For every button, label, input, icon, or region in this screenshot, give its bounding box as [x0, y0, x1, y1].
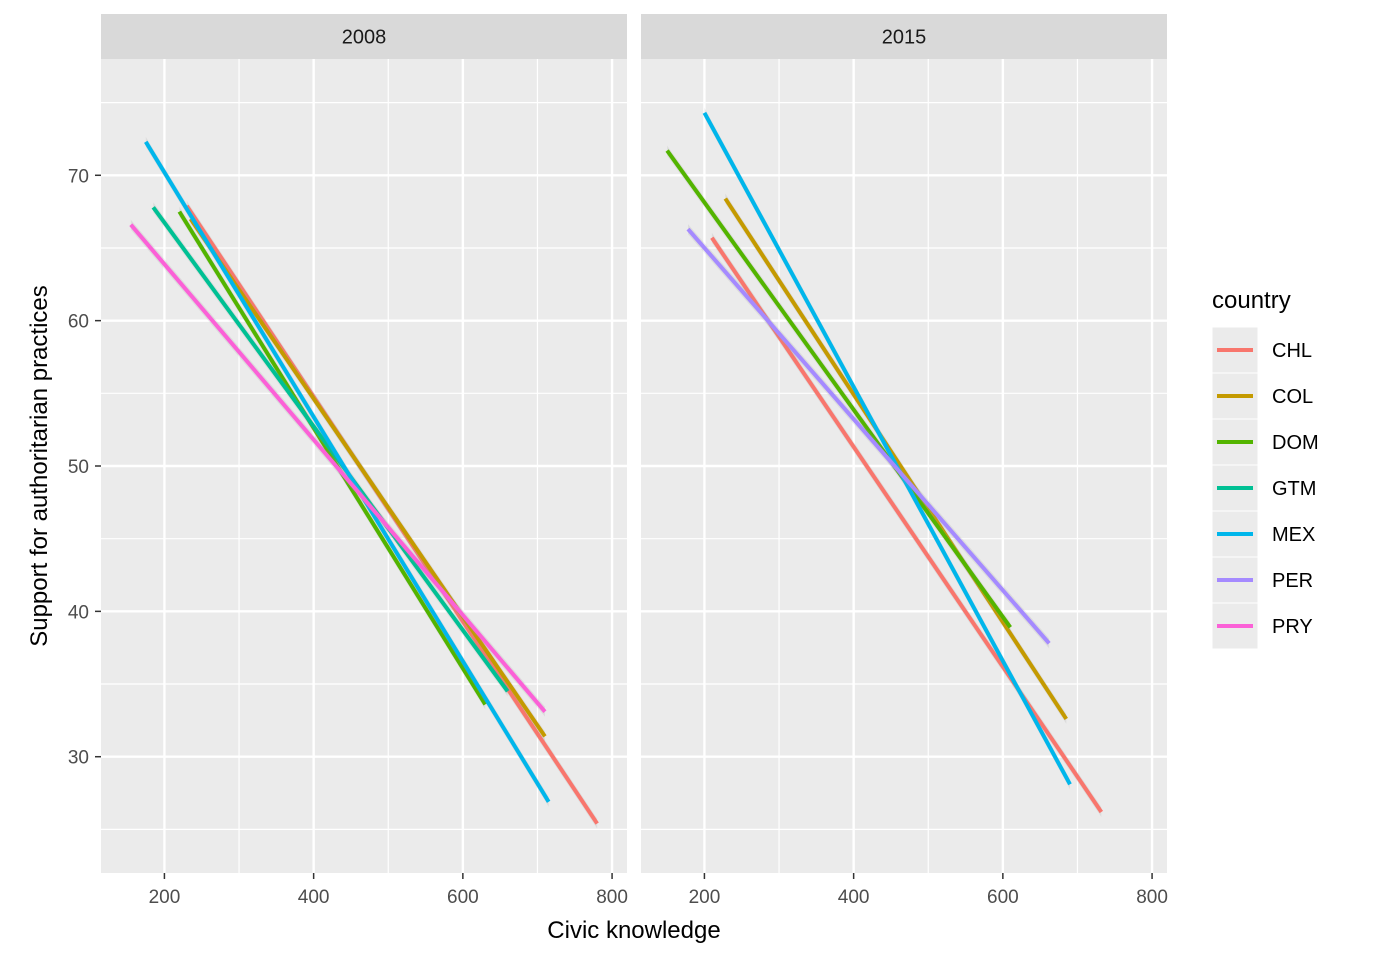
legend-item-col: COL — [1211, 372, 1313, 420]
y-tick-label: 60 — [68, 312, 89, 333]
y-tick-label: 70 — [68, 166, 89, 187]
x-tick-label: 800 — [596, 887, 628, 908]
facet-strip-label: 2008 — [342, 27, 387, 49]
legend-label: CHL — [1272, 340, 1312, 362]
legend-item-gtm: GTM — [1211, 464, 1316, 512]
y-tick-label: 50 — [68, 457, 89, 478]
legend-label: COL — [1272, 386, 1313, 408]
y-axis-title: Support for authoritarian practices — [26, 285, 53, 647]
series-line-per — [686, 227, 1051, 645]
legend-item-chl: CHL — [1211, 326, 1312, 374]
series-line-col — [188, 217, 547, 738]
x-axis-title: Civic knowledge — [547, 917, 720, 944]
x-tick-label: 800 — [1136, 887, 1168, 908]
series-line-dom — [177, 210, 487, 706]
facet-strip — [641, 14, 1167, 59]
panel-2008: 2008 200 400 600 800 30 40 50 60 70 — [68, 14, 628, 908]
series-line-mex — [144, 140, 551, 803]
facet-strip — [101, 14, 627, 59]
legend-label: MEX — [1272, 524, 1315, 546]
legend-label: GTM — [1272, 478, 1316, 500]
panel-2015: 2015 200 400 600 800 — [641, 14, 1168, 908]
x-tick-label: 200 — [689, 887, 721, 908]
y-tick-label: 40 — [68, 602, 89, 623]
legend-item-dom: DOM — [1211, 418, 1319, 466]
legend-label: DOM — [1272, 432, 1319, 454]
legend: country CHL COL DOM GTM MEX PER PRY — [1211, 287, 1319, 650]
legend-item-per: PER — [1211, 556, 1313, 604]
legend-item-mex: MEX — [1211, 510, 1315, 558]
legend-label: PRY — [1272, 616, 1313, 638]
series-line-col — [723, 197, 1068, 721]
legend-item-pry: PRY — [1211, 602, 1313, 650]
y-tick-label: 30 — [68, 748, 89, 769]
x-tick-label: 600 — [447, 887, 479, 908]
series-line-dom — [665, 149, 1012, 629]
x-tick-label: 400 — [838, 887, 870, 908]
series-line-mex — [702, 111, 1072, 786]
legend-title: country — [1212, 287, 1291, 314]
facet-strip-label: 2015 — [882, 27, 927, 49]
series-line-pry — [129, 223, 547, 713]
series-line-gtm — [151, 206, 510, 693]
chart-panels: 2008 200 400 600 800 30 40 50 60 70 2015 200 400 600 8… — [68, 14, 1168, 908]
x-tick-label: 200 — [149, 887, 181, 908]
legend-label: PER — [1272, 570, 1313, 592]
x-tick-label: 600 — [987, 887, 1019, 908]
x-tick-label: 400 — [298, 887, 330, 908]
